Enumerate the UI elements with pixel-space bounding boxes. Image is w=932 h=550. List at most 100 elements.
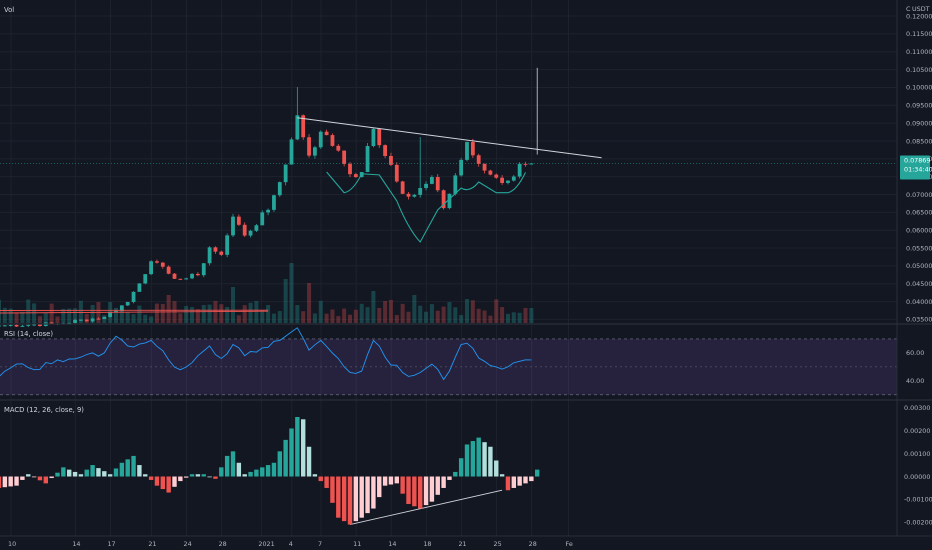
volume-bar <box>312 313 317 323</box>
candle-body <box>125 301 130 306</box>
candle-body <box>348 163 352 175</box>
candle-body <box>260 212 265 226</box>
candle-body <box>313 147 317 156</box>
macd-bar <box>242 474 247 477</box>
macd-bar <box>470 441 476 477</box>
macd-bar <box>511 476 516 488</box>
candle-body <box>412 194 417 197</box>
volume-bar <box>55 316 60 323</box>
macd-bar <box>113 468 119 477</box>
macd-bar <box>265 465 271 477</box>
time-tick-label: 18 <box>423 540 431 548</box>
macd-tick-label: 0.00000 <box>904 473 930 481</box>
macd-bar <box>429 476 435 502</box>
volume-bar <box>465 299 469 323</box>
rsi-title[interactable]: RSI (14, close) <box>4 330 53 338</box>
candle-body <box>231 216 235 236</box>
candle-body <box>190 273 194 279</box>
candle-body <box>430 177 434 184</box>
volume-bar <box>330 309 335 323</box>
candle-body <box>377 128 382 146</box>
macd-bar <box>435 476 440 495</box>
macd-bar <box>137 465 142 477</box>
time-axis[interactable]: 10 14 17 21 24 28 2021 4 7 11 14 18 21 25 28 Fe <box>0 536 932 550</box>
volume-bar <box>517 312 522 323</box>
candle-body <box>196 273 200 276</box>
price-tick-label: 0.04500 <box>906 280 932 288</box>
macd-bar <box>336 476 341 518</box>
macd-bar <box>353 476 359 522</box>
pane-separators[interactable] <box>0 0 932 537</box>
volume-bar <box>14 312 19 323</box>
volume-bar <box>26 299 31 323</box>
support-line[interactable] <box>0 310 269 314</box>
candle-body <box>517 163 522 177</box>
volume-bar <box>160 303 165 323</box>
volume-bar <box>348 314 352 323</box>
macd-bar <box>464 444 470 477</box>
macd-bar <box>143 474 148 477</box>
volume-bar <box>78 300 83 323</box>
candle-body <box>184 278 189 280</box>
candle-body <box>32 324 36 326</box>
time-axis-background <box>0 536 932 550</box>
macd-bar <box>224 455 230 477</box>
candle-body <box>470 142 475 156</box>
macd-bar <box>271 462 277 477</box>
macd-bar <box>400 476 405 494</box>
macd-tick-label: -0.00200 <box>904 519 932 527</box>
macd-bar <box>394 476 399 484</box>
volume-bar <box>184 306 189 323</box>
candle-body <box>0 325 1 327</box>
resistance-trendline[interactable] <box>297 117 602 159</box>
macd-bar <box>55 472 60 477</box>
macd-bar <box>230 451 236 477</box>
macd-bar <box>8 476 13 487</box>
macd-bar <box>371 476 376 509</box>
candle-body <box>149 261 153 275</box>
candle-body <box>26 324 31 326</box>
candle-body <box>482 163 487 171</box>
candle-body <box>459 159 464 176</box>
candle-body <box>400 181 405 194</box>
macd-bar <box>517 476 522 486</box>
macd-divergence-line[interactable] <box>349 489 503 525</box>
currency-label: USDT <box>912 5 930 13</box>
volume-bar <box>125 312 130 323</box>
macd-bar <box>107 474 113 477</box>
candle-body <box>73 319 77 323</box>
price-candles[interactable] <box>0 67 538 328</box>
candle-body <box>79 319 83 321</box>
macd-bar <box>494 460 499 477</box>
volume-bar <box>277 311 282 323</box>
candle-body <box>394 164 399 182</box>
macd-bar <box>365 476 370 514</box>
macd-bar <box>96 468 101 477</box>
volume-bar <box>295 305 300 323</box>
candle-body <box>389 155 393 165</box>
macd-bar <box>154 476 160 486</box>
macd-bar <box>31 476 37 478</box>
volume-bar <box>242 305 247 323</box>
macd-bar <box>529 476 534 482</box>
volume-bar <box>406 311 411 323</box>
macd-bar <box>476 437 481 477</box>
volume-bar <box>254 301 259 323</box>
macd-bar <box>453 471 458 477</box>
volume-label: Vol <box>4 6 14 14</box>
macd-title[interactable]: MACD (12, 26, close, 9) <box>4 406 84 414</box>
volume-bar <box>102 315 107 323</box>
inverse-head-shoulders-pattern[interactable] <box>326 171 526 243</box>
volume-bar <box>119 308 124 323</box>
macd-bar <box>447 476 452 480</box>
drawing-annotations[interactable] <box>0 117 602 525</box>
macd-histogram <box>0 417 540 525</box>
macd-bar <box>67 469 72 477</box>
macd-bar <box>382 476 388 486</box>
time-tick-label: 2021 <box>258 540 274 548</box>
macd-bar <box>201 474 206 477</box>
volume-bar <box>49 303 54 323</box>
macd-bar <box>131 455 136 477</box>
